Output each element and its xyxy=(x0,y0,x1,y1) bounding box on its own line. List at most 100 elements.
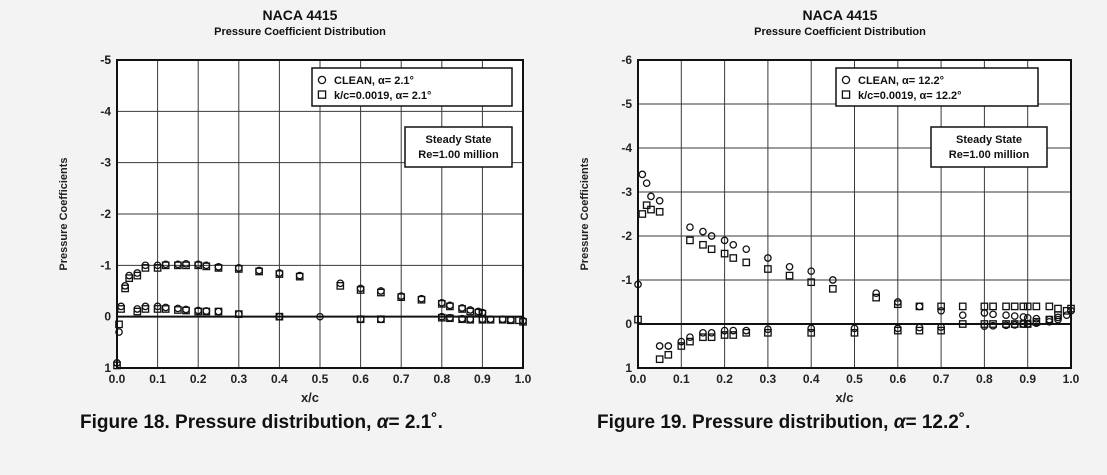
x-tick-label: 0.8 xyxy=(976,372,993,386)
data-point-square xyxy=(466,307,475,316)
x-tick-label: 0.3 xyxy=(230,372,247,386)
caption-tail: = 12.2˚. xyxy=(905,412,971,433)
x-tick-label: 0.5 xyxy=(846,372,863,386)
data-point-square xyxy=(377,288,385,297)
data-point-square xyxy=(642,201,651,210)
data-point-square xyxy=(133,271,142,280)
data-point-square xyxy=(634,315,642,324)
data-point-square xyxy=(1019,302,1028,311)
data-point-square xyxy=(458,315,466,324)
data-point-square xyxy=(194,307,203,316)
data-point-square xyxy=(647,205,655,214)
data-point-square xyxy=(937,326,945,335)
data-point-square xyxy=(356,315,365,324)
annotation: Steady State Re=1.00 million xyxy=(930,126,1048,168)
data-point-square xyxy=(498,315,507,324)
data-point-square xyxy=(466,315,475,324)
y-tick-label: 0 xyxy=(104,310,111,324)
data-point-square xyxy=(446,314,454,323)
figure-19-caption: Figure 19. Pressure distribution, α= 12.… xyxy=(597,412,970,434)
y-tick-label: -1 xyxy=(100,258,111,272)
legend-box xyxy=(835,67,1039,107)
x-tick-label: 0.6 xyxy=(352,372,369,386)
data-point-circle xyxy=(647,192,655,201)
data-point-circle xyxy=(699,227,707,236)
series-rough xyxy=(113,261,527,370)
data-point-square xyxy=(182,261,190,270)
data-point-circle xyxy=(677,337,686,346)
caption-alpha: α xyxy=(893,412,906,433)
legend-marker-circle xyxy=(841,75,851,85)
data-point-square xyxy=(1032,317,1041,326)
x-tick-label: 0.7 xyxy=(393,372,410,386)
y-tick-label: -3 xyxy=(621,185,632,199)
data-point-circle xyxy=(655,342,664,350)
data-point-circle xyxy=(686,223,694,232)
y-tick-label: -1 xyxy=(621,273,632,287)
chart-title: NACA 4415 xyxy=(803,7,878,23)
data-point-square xyxy=(437,313,446,322)
data-point-square xyxy=(707,245,716,254)
data-point-square xyxy=(893,326,902,335)
annotation-text: Steady State xyxy=(425,134,491,146)
data-point-square xyxy=(764,328,772,337)
y-tick-label: -6 xyxy=(621,53,632,67)
data-point-circle xyxy=(642,179,651,188)
data-point-square xyxy=(937,302,945,311)
caption-tail: = 2.1˚. xyxy=(388,412,443,433)
data-point-circle xyxy=(1062,311,1071,320)
data-point-square xyxy=(893,300,902,309)
caption-alpha: α xyxy=(376,412,389,433)
data-point-square xyxy=(664,350,673,359)
data-point-square xyxy=(1002,302,1010,311)
data-point-square xyxy=(1019,320,1028,328)
data-point-circle xyxy=(807,267,816,276)
data-point-square xyxy=(115,320,123,329)
data-point-square xyxy=(742,328,751,337)
data-point-square xyxy=(397,293,406,302)
data-point-square xyxy=(1023,302,1032,311)
y-tick-label: -5 xyxy=(100,53,111,67)
data-point-circle xyxy=(1054,315,1062,324)
data-point-square xyxy=(1010,320,1019,328)
data-point-square xyxy=(161,261,170,270)
data-point-square xyxy=(515,316,523,325)
data-point-square xyxy=(117,305,125,313)
plot-frame xyxy=(637,59,1072,369)
data-point-square xyxy=(182,306,190,315)
data-point-square xyxy=(519,317,527,326)
x-tick-label: 0.8 xyxy=(433,372,450,386)
annotation-box xyxy=(930,126,1048,168)
data-point-square xyxy=(785,271,794,280)
data-point-square xyxy=(915,302,924,311)
data-point-square xyxy=(872,293,881,302)
data-point-circle xyxy=(638,170,647,179)
data-point-circle xyxy=(850,324,859,333)
annotation-text: Re=1.00 million xyxy=(949,149,1030,161)
legend-marker-square xyxy=(317,90,327,99)
data-point-square xyxy=(202,262,211,271)
x-tick-label: 0.5 xyxy=(312,372,329,386)
data-point-circle xyxy=(664,342,673,350)
annotation-box xyxy=(404,126,513,168)
data-point-square xyxy=(141,305,150,313)
data-point-square xyxy=(133,307,142,316)
legend-label: CLEAN, α= 2.1° xyxy=(334,75,414,87)
data-point-square xyxy=(336,282,345,290)
data-point-circle xyxy=(872,289,880,298)
data-point-square xyxy=(202,307,211,316)
data-point-square xyxy=(174,261,182,270)
data-point-square xyxy=(729,254,738,262)
chart-subtitle: Pressure Coefficient Distribution xyxy=(754,26,926,38)
data-point-square xyxy=(506,316,515,325)
data-point-square xyxy=(1023,320,1032,328)
figure-18-caption: Figure 18. Pressure distribution, α= 2.1… xyxy=(80,412,443,434)
data-point-circle xyxy=(707,328,716,337)
data-point-circle xyxy=(115,328,123,336)
x-tick-label: 0.0 xyxy=(109,372,126,386)
data-point-circle xyxy=(316,312,324,321)
data-point-square xyxy=(807,328,816,337)
y-tick-label: -3 xyxy=(100,156,111,170)
data-point-square xyxy=(980,302,989,311)
y-tick-label: 1 xyxy=(104,361,111,375)
